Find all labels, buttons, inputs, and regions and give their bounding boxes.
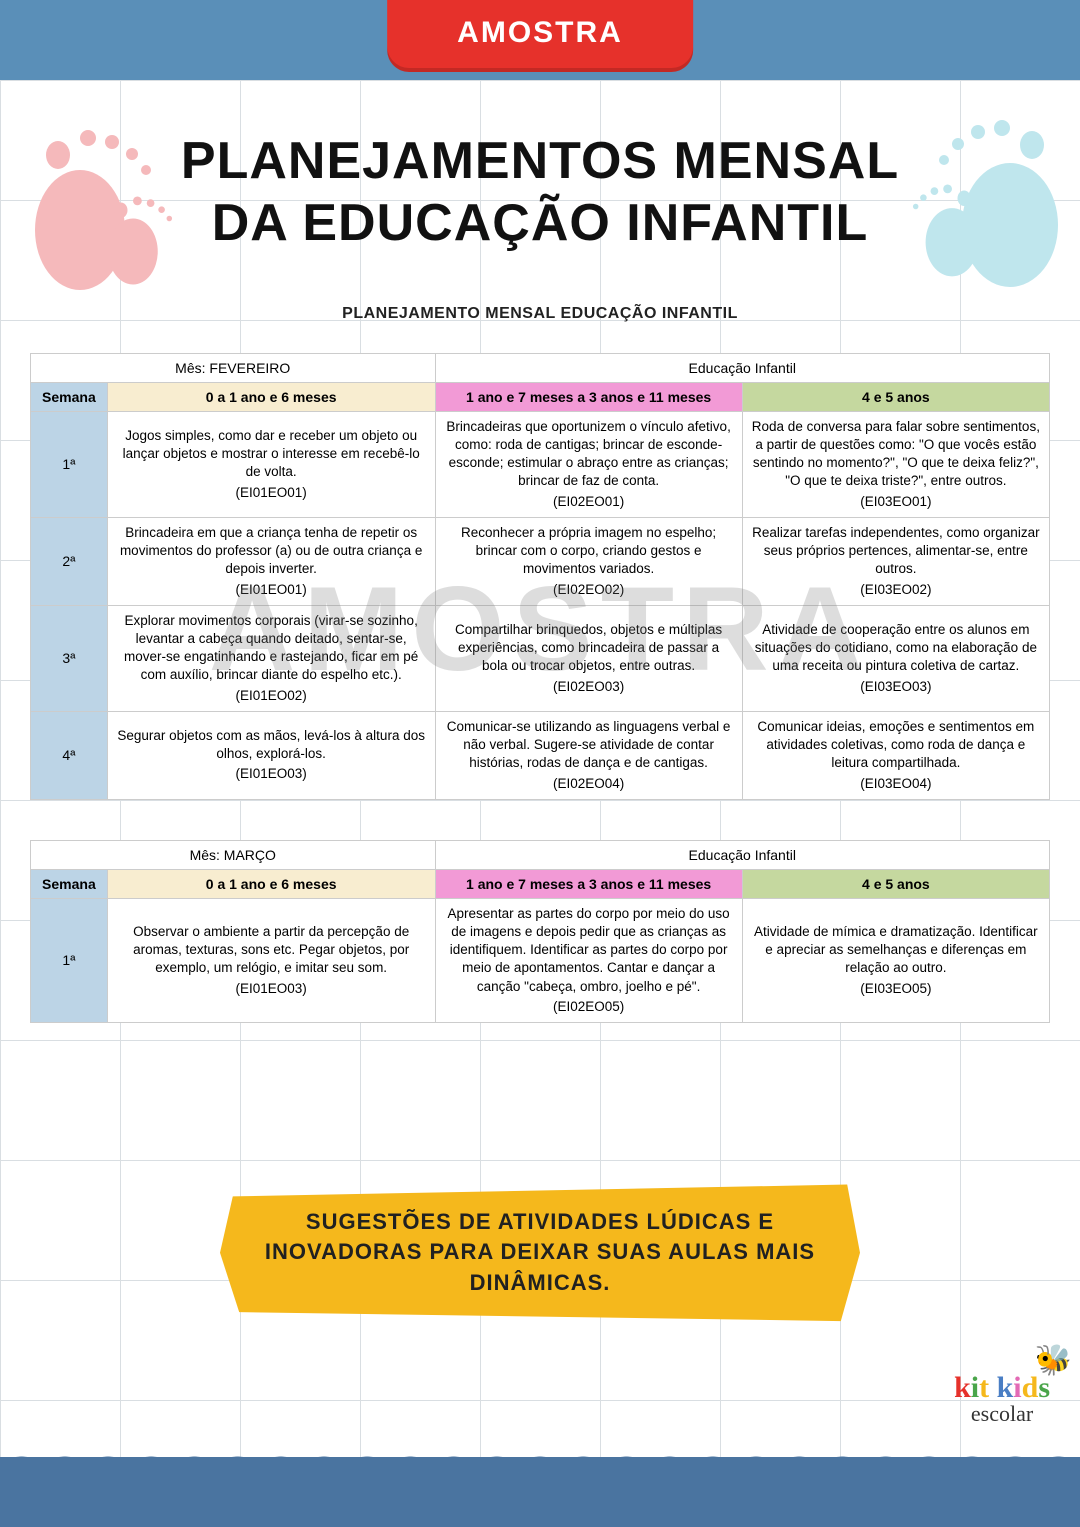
column-header: 1 ano e 7 meses a 3 anos e 11 meses [435, 869, 742, 898]
code-label: (EI03EO02) [751, 581, 1041, 599]
code-label: (EI02EO02) [444, 581, 734, 599]
plan-cell: Segurar objetos com as mãos, levá-los à … [107, 711, 435, 799]
week-cell: 3ª [31, 605, 108, 711]
code-label: (EI03EO01) [751, 493, 1041, 511]
code-label: (EI01EO01) [116, 581, 427, 599]
code-label: (EI03EO04) [751, 775, 1041, 793]
plan-cell: Comunicar-se utilizando as linguagens ve… [435, 711, 742, 799]
plan-cell: Jogos simples, como dar e receber um obj… [107, 411, 435, 517]
plan-cell: Apresentar as partes do corpo por meio d… [435, 898, 742, 1022]
top-bar: AMOSTRA [0, 0, 1080, 80]
plan-cell: Atividade de cooperação entre os alunos … [742, 605, 1049, 711]
code-label: (EI03EO05) [751, 980, 1041, 998]
week-cell: 4ª [31, 711, 108, 799]
plan-cell: Reconhecer a própria imagem no espelho; … [435, 517, 742, 605]
code-label: (EI03EO03) [751, 678, 1041, 696]
column-header: 0 a 1 ano e 6 meses [107, 869, 435, 898]
code-label: (EI02EO04) [444, 775, 734, 793]
code-label: (EI02EO01) [444, 493, 734, 511]
page-subtitle: PLANEJAMENTO MENSAL EDUCAÇÃO INFANTIL [30, 305, 1050, 323]
column-header: Semana [31, 382, 108, 411]
content-area: PLANEJAMENTOS MENSAL DA EDUCAÇÃO INFANTI… [0, 80, 1080, 1023]
page-title: PLANEJAMENTOS MENSAL DA EDUCAÇÃO INFANTI… [30, 130, 1050, 255]
plan-cell: Atividade de mímica e dramatização. Iden… [742, 898, 1049, 1022]
plan-cell: Brincadeiras que oportunizem o vínculo a… [435, 411, 742, 517]
title-line1: PLANEJAMENTOS MENSAL [181, 132, 899, 190]
plan-cell: Compartilhar brinquedos, objetos e múlti… [435, 605, 742, 711]
brand-logo: 🐝 kit kids escolar [954, 1371, 1050, 1427]
bottom-wave [0, 1457, 1080, 1527]
edu-header: Educação Infantil [435, 840, 1050, 869]
plan-table: Mês: FEVEREIROEducação Infantil Semana0 a… [30, 353, 1050, 800]
code-label: (EI01EO02) [116, 687, 427, 705]
edu-header: Educação Infantil [435, 353, 1050, 382]
column-header: 4 e 5 anos [742, 382, 1049, 411]
month-header: Mês: MARÇO [31, 840, 436, 869]
code-label: (EI01EO03) [116, 980, 427, 998]
column-header: 0 a 1 ano e 6 meses [107, 382, 435, 411]
tables-container: Mês: FEVEREIROEducação InfantilSemana0 a… [30, 353, 1050, 1023]
title-line2: DA EDUCAÇÃO INFANTIL [212, 194, 869, 252]
week-cell: 1ª [31, 411, 108, 517]
week-cell: 2ª [31, 517, 108, 605]
plan-cell: Realizar tarefas independentes, como org… [742, 517, 1049, 605]
bee-icon: 🐝 [1035, 1343, 1072, 1378]
column-header: Semana [31, 869, 108, 898]
plan-cell: Roda de conversa para falar sobre sentim… [742, 411, 1049, 517]
week-cell: 1ª [31, 898, 108, 1022]
plan-cell: Comunicar ideias, emoções e sentimentos … [742, 711, 1049, 799]
column-header: 1 ano e 7 meses a 3 anos e 11 meses [435, 382, 742, 411]
amostra-tab: AMOSTRA [387, 0, 693, 72]
month-header: Mês: FEVEREIRO [31, 353, 436, 382]
code-label: (EI02EO03) [444, 678, 734, 696]
plan-cell: Observar o ambiente a partir da percepçã… [107, 898, 435, 1022]
yellow-banner: SUGESTÕES DE ATIVIDADES LÚDICAS E INOVAD… [220, 1179, 860, 1327]
code-label: (EI02EO05) [444, 998, 734, 1016]
column-header: 4 e 5 anos [742, 869, 1049, 898]
code-label: (EI01EO03) [116, 765, 427, 783]
plan-cell: Brincadeira em que a criança tenha de re… [107, 517, 435, 605]
plan-table: Mês: MARÇOEducação Infantil Semana0 a 1 a… [30, 840, 1050, 1023]
code-label: (EI01EO01) [116, 484, 427, 502]
plan-cell: Explorar movimentos corporais (virar-se … [107, 605, 435, 711]
